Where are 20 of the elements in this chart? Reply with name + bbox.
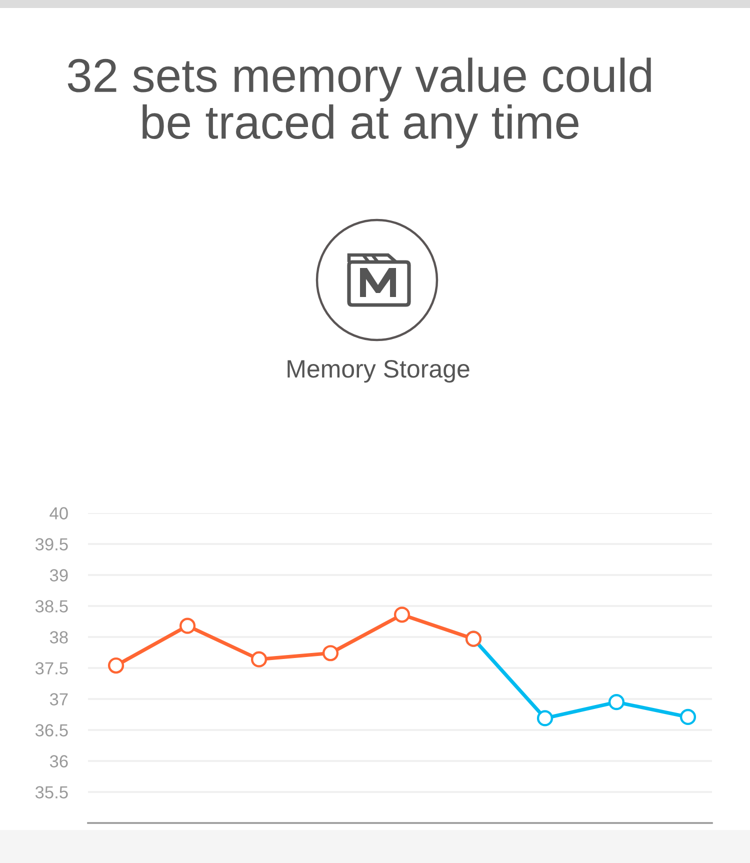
point xyxy=(179,618,196,634)
y-tick-label: 39 xyxy=(50,569,68,582)
point xyxy=(394,606,410,623)
y-tick-label: 39.5 xyxy=(35,538,68,550)
y-tick-label: 37.5 xyxy=(35,662,68,674)
y-tick-label: 36 xyxy=(50,755,68,768)
y-tick-label: 36.5 xyxy=(35,724,68,736)
y-tick-label: 35.5 xyxy=(35,786,68,798)
y-tick-label: 38 xyxy=(50,631,68,644)
point xyxy=(608,694,625,710)
point xyxy=(536,710,554,726)
point xyxy=(250,651,268,668)
y-tick-label: 38.5 xyxy=(35,600,68,612)
point xyxy=(322,645,339,662)
chart-subtitle: Memory Storage xyxy=(288,360,470,383)
y-tick-label: 40 xyxy=(50,507,68,520)
point xyxy=(680,708,696,726)
chart-title: 32 sets memory value could be traced at any time xyxy=(68,58,651,148)
point xyxy=(108,657,124,674)
y-tick-label: 37 xyxy=(50,693,68,706)
